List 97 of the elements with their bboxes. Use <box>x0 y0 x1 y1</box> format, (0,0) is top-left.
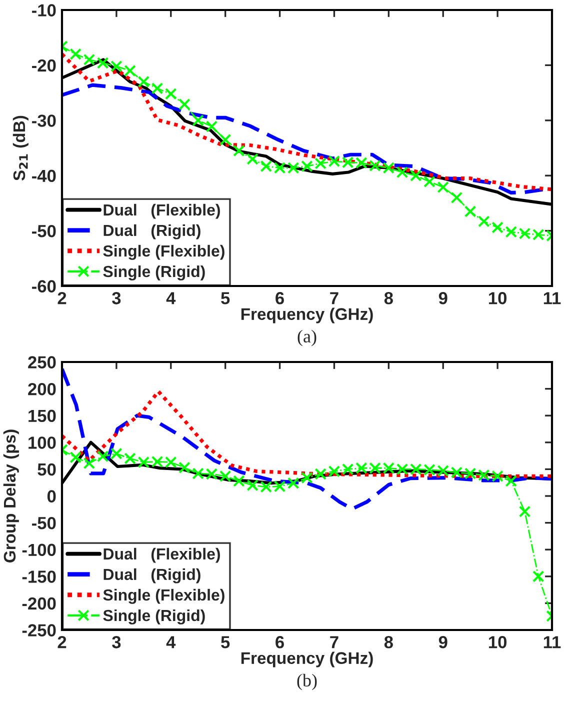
point <box>246 479 258 492</box>
text: (a) <box>298 330 316 346</box>
legend-label: Dual (Flexible) <box>104 548 220 563</box>
point <box>478 216 490 228</box>
x-axis-title: Frequency (GHz) <box>241 308 373 324</box>
point <box>110 60 122 72</box>
point <box>314 158 327 170</box>
point <box>410 170 422 182</box>
point <box>328 465 340 478</box>
y-tick-label: -250 <box>22 624 56 636</box>
y-tick-label: 150 <box>28 410 56 422</box>
point <box>532 570 544 582</box>
text: (b) <box>297 674 317 690</box>
point <box>178 98 190 110</box>
point <box>260 160 272 172</box>
point <box>178 462 190 474</box>
point <box>424 176 436 188</box>
x-tick-label: 5 <box>221 636 230 648</box>
x-tick-label: 8 <box>384 292 393 304</box>
y-tick-label: 250 <box>28 356 56 368</box>
point <box>83 457 96 470</box>
y-axis-title: Group Delay (ps) <box>3 430 19 562</box>
y-tick-label: 100 <box>28 436 56 449</box>
x-tick-label: 9 <box>438 636 448 648</box>
x-tick-label: 10 <box>488 292 506 304</box>
y-tick-label: 200 <box>28 382 56 396</box>
point <box>233 475 245 487</box>
x-tick-label: 7 <box>330 636 338 648</box>
x-tick-label: 5 <box>221 292 230 304</box>
point <box>96 57 109 69</box>
x-tick-label: 4 <box>166 292 176 304</box>
point <box>96 450 109 462</box>
x-tick-label: 3 <box>112 636 121 648</box>
point <box>314 468 327 480</box>
x-tick-label: 10 <box>488 636 506 648</box>
point <box>492 222 504 234</box>
legend-label: Single (Flexible) <box>103 244 224 260</box>
x-tick-label: 2 <box>58 292 66 304</box>
point <box>464 206 476 218</box>
x-tick-label: 6 <box>276 292 284 304</box>
x-tick-label: 6 <box>276 636 284 648</box>
y-tick-label: -150 <box>22 570 56 583</box>
point <box>450 192 463 204</box>
x-tick-label: 3 <box>112 292 121 304</box>
point <box>219 470 232 482</box>
legend-label: Dual (Rigid) <box>104 224 200 240</box>
legend-label: Single (Rigid) <box>103 265 205 280</box>
y-tick-label: -10 <box>32 4 56 16</box>
y-tick-label: -100 <box>22 544 56 556</box>
point <box>246 153 258 165</box>
x-tick-label: 7 <box>330 292 338 304</box>
x-tick-label: 8 <box>384 636 393 648</box>
point <box>219 134 232 146</box>
y-tick-label: 0 <box>47 490 56 502</box>
point <box>110 448 122 460</box>
point <box>518 506 531 518</box>
x-tick-label: 4 <box>166 636 176 648</box>
legend-label: Single (Flexible) <box>103 588 224 604</box>
legend-label: Dual (Flexible) <box>104 204 220 219</box>
point <box>70 452 82 464</box>
x-axis-title: Frequency (GHz) <box>241 652 373 668</box>
y-tick-label: -50 <box>32 516 56 530</box>
point <box>301 472 313 484</box>
y-tick-label: -30 <box>32 114 56 127</box>
point <box>233 144 245 157</box>
point <box>192 114 204 126</box>
line-series <box>62 367 552 511</box>
x-tick-label: 9 <box>438 292 448 304</box>
y-tick-label: -20 <box>32 59 56 72</box>
y-tick-label: -60 <box>32 280 56 292</box>
line-series <box>62 390 552 478</box>
x-tick-label: 11 <box>544 636 561 648</box>
point <box>396 166 408 178</box>
y-axis-title: S$_{21}$ (dB) <box>12 116 28 181</box>
point <box>151 82 164 94</box>
point <box>83 54 96 66</box>
point <box>124 64 136 77</box>
point <box>206 120 218 132</box>
point <box>505 475 518 487</box>
point <box>287 477 300 490</box>
point <box>70 48 82 60</box>
point <box>437 181 450 194</box>
point <box>138 76 150 88</box>
point <box>369 160 381 172</box>
legend-label: Dual (Rigid) <box>104 568 200 584</box>
y-tick-label: 50 <box>38 463 56 476</box>
y-tick-label: -50 <box>32 224 56 238</box>
y-tick-label: -40 <box>32 170 56 182</box>
y-tick-label: -200 <box>22 597 56 610</box>
x-tick-label: 11 <box>544 292 561 304</box>
point <box>382 162 395 174</box>
legend-label: Single (Rigid) <box>103 609 205 624</box>
point <box>301 160 313 172</box>
point <box>505 226 518 238</box>
x-tick-label: 2 <box>58 636 66 648</box>
point <box>124 452 136 464</box>
point <box>164 88 177 100</box>
